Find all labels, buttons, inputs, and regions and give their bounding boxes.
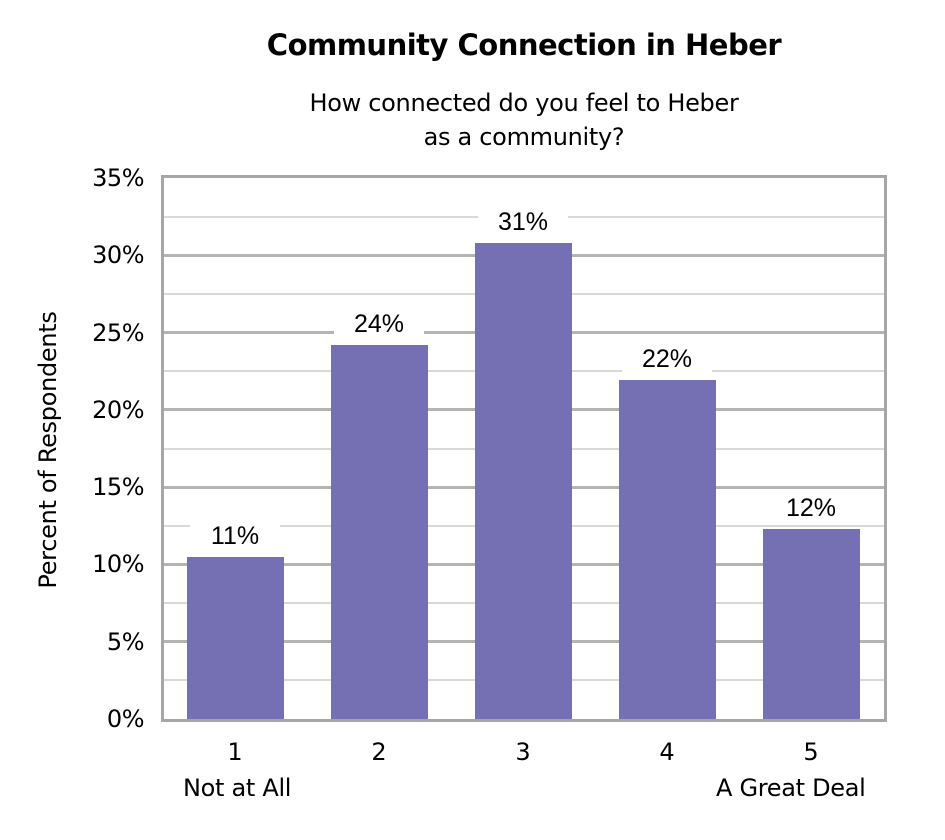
y-tick-label: 35% [92,164,144,192]
data-label-4: 22% [622,346,712,373]
y-tick-label: 25% [92,318,144,347]
bar-4 [618,380,716,719]
y-tick-label: 20% [92,395,144,424]
data-label-2: 24% [334,310,424,337]
x-tick-label: 4 [659,738,675,766]
x-tick-label: 5 [803,738,819,766]
y-axis-label: Percent of Respondents [34,311,62,589]
data-label-5: 12% [766,494,856,521]
subtitle-line-1: How connected do you feel to Heber [309,89,739,117]
y-tick-label: 10% [92,550,144,579]
y-tick-label: 5% [106,627,145,656]
bar-3 [474,242,572,719]
subtitle-line-2: as a community? [423,123,625,151]
x-tick-label: 3 [515,738,531,766]
chart-title: Community Connection in Heber [266,28,782,62]
bar-1 [186,556,284,719]
bar-5 [762,528,860,719]
bar-2 [330,344,428,719]
y-tick-label: 15% [92,473,144,502]
chart-subtitle: How connected do you feel to Heber as a … [0,86,945,154]
x-sublabel-high: A Great Deal [716,774,866,802]
x-sublabel-low: Not at All [183,774,292,802]
x-tick-label: 2 [371,738,387,766]
y-tick-label: 30% [92,241,144,270]
x-tick-label: 1 [227,738,243,766]
plot-area: 11% 24% 31% 22% 12% [161,175,887,722]
data-label-3: 31% [478,208,568,235]
y-tick-label: 0% [106,705,145,733]
data-label-1: 11% [190,522,280,549]
